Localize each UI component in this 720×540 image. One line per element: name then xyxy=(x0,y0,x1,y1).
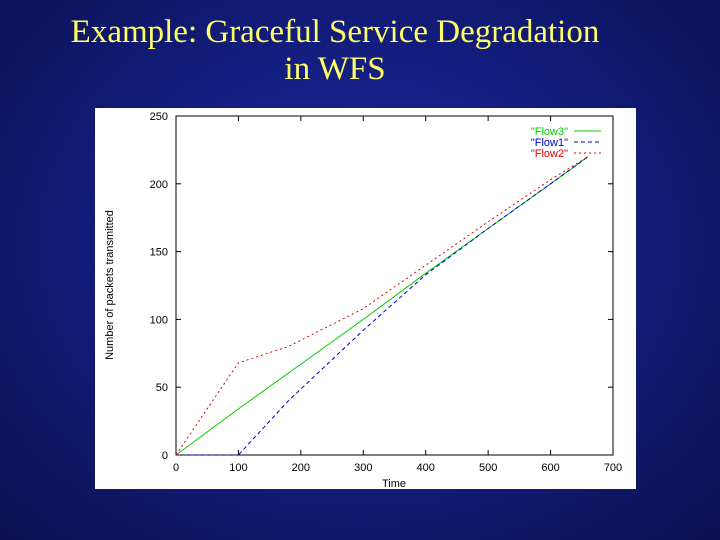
y-axis-label: Number of packets transmitted xyxy=(104,210,116,360)
x-tick-label: 300 xyxy=(354,462,372,474)
legend-label-flow3: "Flow3" xyxy=(531,126,568,138)
axis-ticks: 0 100 200 300 400 500 600 700 0 50 100 150 200 250 xyxy=(150,111,623,474)
line-chart: 0 100 200 300 400 500 600 700 0 50 100 150 200 250 "F… xyxy=(104,111,623,489)
x-tick-label: 100 xyxy=(229,462,247,474)
x-tick-label: 600 xyxy=(541,462,559,474)
series-lines xyxy=(175,156,589,456)
x-tick-label: 500 xyxy=(479,462,497,474)
legend-label-flow1: "Flow1" xyxy=(531,137,568,149)
series-line-flow2 xyxy=(175,156,589,456)
y-tick-label: 0 xyxy=(162,450,168,462)
x-axis-label: Time xyxy=(382,478,406,489)
plot-area-frame xyxy=(175,115,614,456)
x-tick-label: 0 xyxy=(173,462,179,474)
series-line-flow3 xyxy=(175,156,589,456)
slide-title-line-2: in WFS xyxy=(284,51,386,87)
chart-panel: 0 100 200 300 400 500 600 700 0 50 100 150 200 250 "F… xyxy=(95,108,636,489)
legend-label-flow2: "Flow2" xyxy=(531,148,568,160)
y-tick-label: 50 xyxy=(156,382,168,394)
y-tick-label: 100 xyxy=(150,314,168,326)
legend: "Flow3""Flow1""Flow2" xyxy=(531,126,601,160)
x-tick-label: 200 xyxy=(292,462,310,474)
y-tick-label: 150 xyxy=(150,247,168,259)
x-tick-label: 700 xyxy=(604,462,622,474)
x-tick-label: 400 xyxy=(417,462,435,474)
slide-title: Example: Graceful Service Degradation in… xyxy=(0,14,670,88)
slide-title-line-1: Example: Graceful Service Degradation xyxy=(70,14,600,50)
y-tick-label: 250 xyxy=(150,111,168,123)
y-tick-label: 200 xyxy=(150,179,168,191)
series-line-flow1 xyxy=(176,156,589,456)
